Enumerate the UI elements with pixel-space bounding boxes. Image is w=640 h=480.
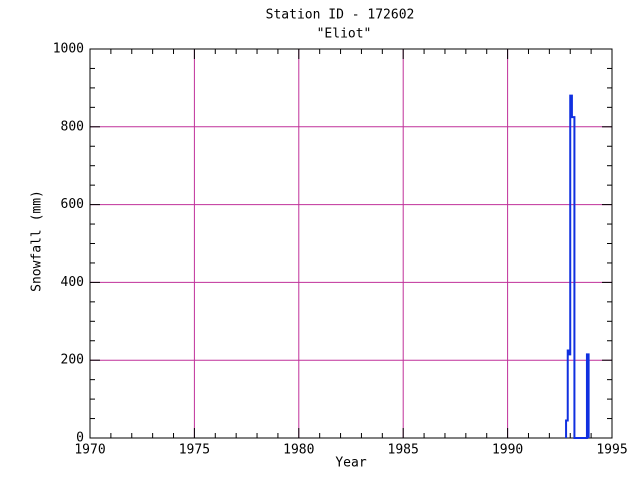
plot-frame <box>89 48 613 439</box>
y-tick-label: 1000 <box>53 42 84 57</box>
x-tick-label: 1980 <box>283 443 314 458</box>
y-tick-label: 600 <box>61 197 84 212</box>
y-axis-label: Snowfall (mm) <box>30 190 45 292</box>
x-tick-label: 1990 <box>492 443 523 458</box>
x-tick-label: 1985 <box>388 443 419 458</box>
x-tick-label: 1995 <box>596 443 627 458</box>
x-tick-label: 1975 <box>179 443 210 458</box>
y-tick-label: 400 <box>61 275 84 290</box>
y-tick-label: 200 <box>61 353 84 368</box>
chart-title: Station ID - 172602 <box>266 8 415 23</box>
y-tick-label: 0 <box>76 431 84 446</box>
chart-subtitle: "Eliot" <box>317 27 372 42</box>
x-tick-label: 1970 <box>74 443 105 458</box>
x-axis-label: Year <box>335 456 366 471</box>
data-line <box>565 94 590 439</box>
y-tick-label: 800 <box>61 119 84 134</box>
